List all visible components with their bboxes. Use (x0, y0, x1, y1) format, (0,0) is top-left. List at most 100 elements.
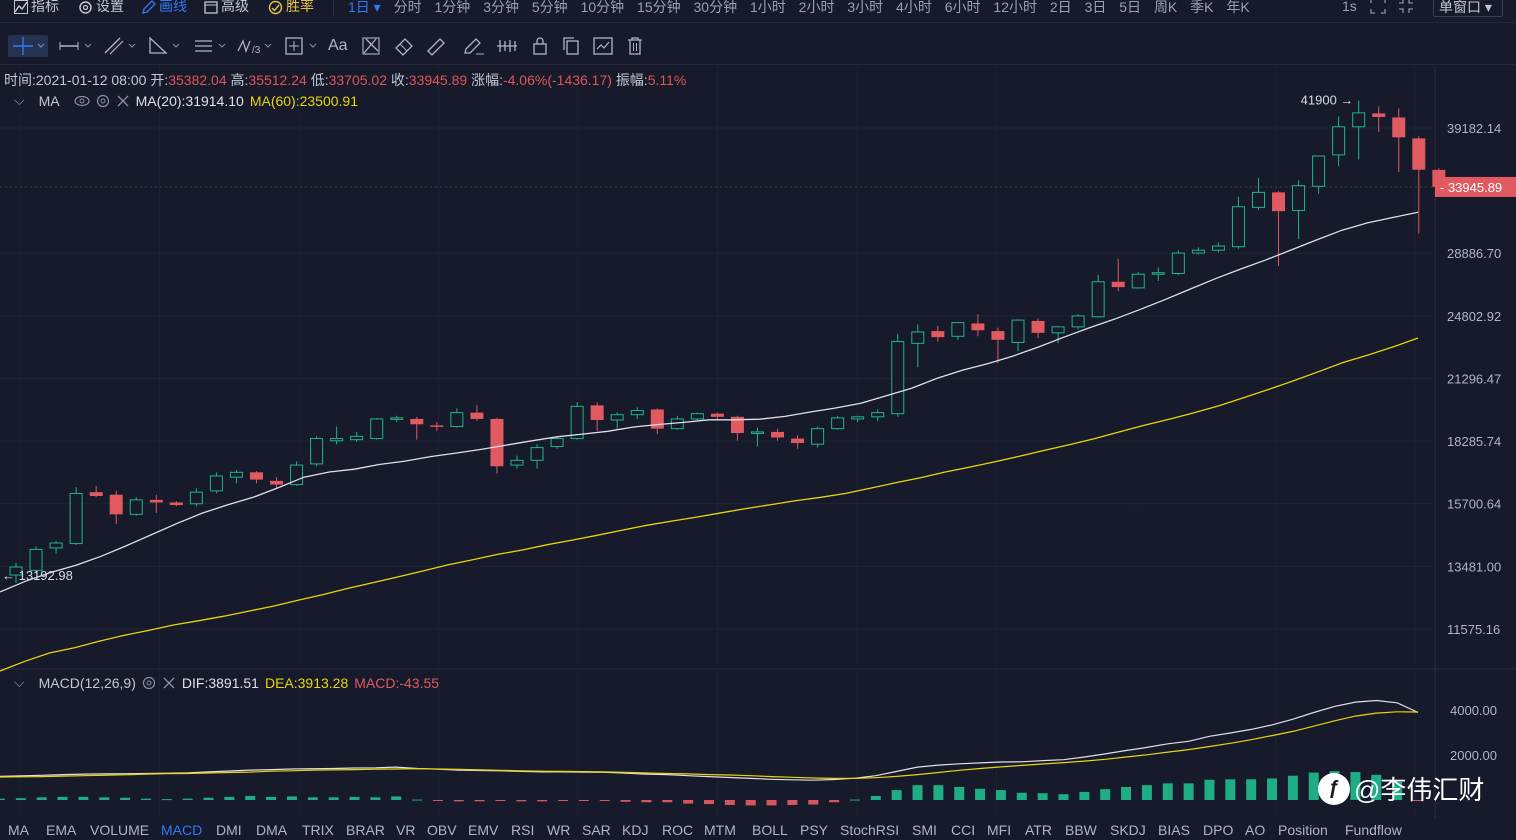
indicator-tab-smi[interactable]: SMI (912, 822, 937, 838)
pencil-tool[interactable] (462, 35, 486, 57)
interval-8[interactable]: 2小时 (798, 0, 835, 15)
draw-button[interactable]: 画线 (141, 0, 187, 15)
interval-17[interactable]: 季K (1190, 0, 1214, 15)
advanced-button[interactable]: 高级 (204, 0, 249, 15)
indicator-tab-brar[interactable]: BRAR (346, 822, 385, 838)
macd-histogram-bar (391, 796, 402, 800)
parallel-lines-tool[interactable] (192, 35, 228, 57)
interval-3[interactable]: 5分钟 (531, 0, 568, 15)
interval-7[interactable]: 1小时 (749, 0, 786, 15)
indicator-tab-stochrsi[interactable]: StochRSI (840, 822, 900, 838)
ohlc-readout: 时间:2021-01-12 08:00 开:35382.04 高:35512.2… (4, 70, 686, 90)
text-tool[interactable]: Aa (328, 35, 348, 57)
indicator-tab-ema[interactable]: EMA (46, 822, 77, 838)
angle-tool[interactable] (146, 35, 182, 57)
indicator-tab-dmi[interactable]: DMI (216, 822, 242, 838)
eraser-tool[interactable] (393, 35, 415, 57)
indicator-tab-dma[interactable]: DMA (256, 822, 288, 838)
candle-body (1051, 326, 1065, 334)
macd-histogram-bar (849, 799, 860, 801)
candle-body (750, 431, 764, 434)
indicator-tab-dpo[interactable]: DPO (1203, 822, 1234, 838)
delete-tool[interactable] (625, 35, 645, 57)
advanced-label: 高级 (221, 0, 249, 14)
dif-value: DIF:3891.51 (181, 674, 259, 691)
interval-13[interactable]: 2日 (1049, 0, 1072, 15)
interval-18[interactable]: 年K (1226, 0, 1250, 15)
interval-2[interactable]: 3分钟 (483, 0, 519, 15)
indicator-tab-bbw[interactable]: BBW (1065, 822, 1097, 838)
ruler-tool[interactable] (425, 35, 447, 57)
indicator-tab-ma[interactable]: MA (8, 822, 29, 838)
measure-tool[interactable] (283, 35, 319, 57)
indicator-tab-trix[interactable]: TRIX (302, 822, 334, 838)
indicator-tab-roc[interactable]: ROC (662, 822, 694, 838)
indicator-tab-obv[interactable]: OBV (427, 822, 457, 838)
macd-histogram-bar (516, 800, 527, 802)
candle-body (410, 418, 424, 425)
copy-tool[interactable] (561, 35, 581, 57)
indicator-tab-fundflow[interactable]: Fundflow (1345, 822, 1402, 838)
brush-tool[interactable] (360, 35, 382, 57)
gear-icon[interactable] (96, 94, 110, 108)
close-icon[interactable] (162, 676, 176, 690)
macd-histogram-bar (578, 800, 589, 801)
interval-12[interactable]: 12小时 (993, 0, 1037, 15)
indicator-tab-cci[interactable]: CCI (951, 822, 976, 838)
indicator-tab-skdj[interactable]: SKDJ (1110, 822, 1146, 838)
indicators-button[interactable]: 指标 (14, 0, 59, 15)
indicator-tab-psy[interactable]: PSY (800, 822, 829, 838)
interval-15[interactable]: 5日 (1119, 0, 1142, 15)
price-chart[interactable]: 39182.14 28886.70 24802.92 21296.47 18285.74… (0, 0, 1516, 820)
exit-fullscreen-icon[interactable] (1398, 0, 1414, 18)
crosshair-tool[interactable] (8, 35, 48, 57)
pattern-tool[interactable] (495, 35, 519, 57)
change-value: -4.06%(-1436.17) (502, 72, 612, 88)
candle-body (209, 475, 223, 492)
indicator-tab-macd[interactable]: MACD (161, 822, 203, 838)
indicator-tab-vr[interactable]: VR (396, 822, 416, 838)
horizontal-line-tool[interactable] (58, 35, 94, 57)
screenshot-tool[interactable] (592, 35, 614, 57)
window-mode-select[interactable]: 单窗口 ▾ (1433, 0, 1503, 17)
indicator-tab-kdj[interactable]: KDJ (622, 822, 649, 838)
candle-body (370, 418, 384, 440)
interval-current[interactable]: 1日 ▾ (348, 0, 381, 15)
interval-14[interactable]: 3日 (1084, 0, 1107, 15)
macd-histogram-bar (99, 797, 110, 800)
interval-11[interactable]: 6小时 (944, 0, 981, 15)
indicator-tab-atr[interactable]: ATR (1025, 822, 1052, 838)
interval-10[interactable]: 4小时 (896, 0, 932, 15)
gear-icon[interactable] (142, 676, 156, 690)
fibonacci-tool[interactable]: /3 (236, 35, 274, 57)
interval-1[interactable]: 1分钟 (434, 0, 471, 15)
indicator-tab-mtm[interactable]: MTM (704, 822, 736, 838)
interval-4[interactable]: 10分钟 (580, 0, 625, 15)
indicator-tab-ao[interactable]: AO (1245, 822, 1266, 838)
indicator-tab-wr[interactable]: WR (547, 822, 571, 838)
close-icon[interactable] (116, 94, 130, 108)
indicator-tab-mfi[interactable]: MFI (987, 822, 1012, 838)
indicator-tab-emv[interactable]: EMV (468, 822, 499, 838)
lock-tool[interactable] (530, 35, 550, 57)
eye-icon[interactable] (74, 94, 90, 108)
indicator-tab-position[interactable]: Position (1278, 822, 1328, 838)
macd-histogram-bar (1225, 779, 1236, 800)
indicator-tab-bias[interactable]: BIAS (1158, 822, 1190, 838)
interval-5[interactable]: 15分钟 (637, 0, 681, 15)
trend-lines-tool[interactable] (102, 35, 138, 57)
interval-9[interactable]: 3小时 (847, 0, 884, 15)
indicator-tab-sar[interactable]: SAR (582, 822, 611, 838)
winrate-button[interactable]: 胜率 (268, 0, 314, 15)
indicator-tab-volume[interactable]: VOLUME (90, 822, 150, 838)
indicator-tab-boll[interactable]: BOLL (752, 822, 788, 838)
collapse-chevron-icon[interactable]: ⌵ (14, 92, 25, 108)
collapse-chevron-icon[interactable]: ⌵ (14, 674, 25, 690)
interval-6[interactable]: 30分钟 (693, 0, 738, 15)
refresh-rate[interactable]: 1s (1342, 0, 1357, 14)
candle-body (169, 502, 183, 506)
settings-button[interactable]: 设置 (78, 0, 124, 15)
interval-0[interactable]: 分时 (393, 0, 422, 15)
indicator-tab-rsi[interactable]: RSI (511, 822, 535, 838)
interval-16[interactable]: 周K (1153, 0, 1178, 15)
